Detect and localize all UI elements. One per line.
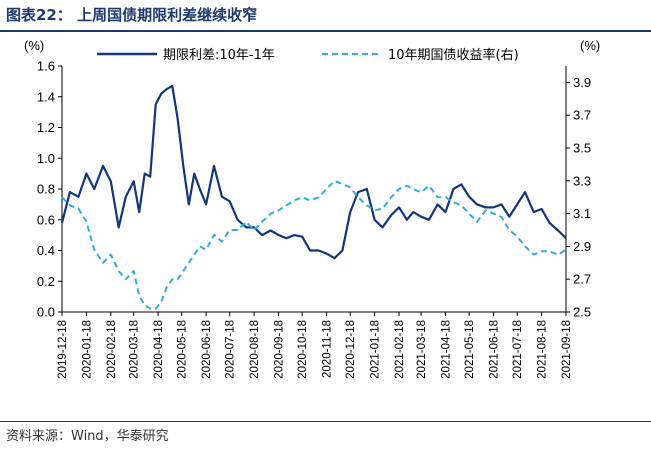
x-axis-tick-label: 2020-03-18 (129, 320, 141, 379)
left-axis-tick-label: 0.6 (37, 212, 55, 227)
left-axis-tick-label: 1.6 (37, 59, 55, 74)
right-axis-tick-label: 3.1 (573, 206, 591, 221)
x-axis-tick-label: 2021-05-18 (464, 320, 476, 379)
x-axis-tick-label: 2021-09-18 (561, 320, 573, 379)
legend-label-spread: 期限利差:10年-1年 (163, 48, 275, 63)
left-axis-tick-label: 1.0 (37, 151, 55, 166)
right-axis-tick-label: 3.3 (573, 173, 591, 188)
series-line-yield (61, 179, 567, 310)
x-axis-tick-label: 2021-03-18 (416, 320, 428, 379)
x-axis-tick-label: 2020-02-18 (106, 320, 118, 379)
right-axis-tick-label: 3.5 (573, 141, 591, 156)
right-axis-tick-label: 2.5 (573, 305, 591, 320)
right-axis-tick-label: 2.7 (573, 272, 591, 287)
title-divider (0, 30, 651, 32)
right-axis-unit: (%) (580, 38, 600, 53)
series-line-spread (60, 84, 567, 260)
chart-title: 图表22： 上周国债期限利差继续收窄 (6, 6, 258, 24)
chart-axes: (%) (%) 0.0 0.2 0.4 0.6 0.8 1.0 1.2 1.4 1.6 2.5 2.7 2… (24, 38, 600, 379)
left-axis-tick-label: 1.2 (37, 120, 55, 135)
x-axis-tick-label: 2021-07-18 (512, 320, 524, 379)
x-axis-tick-label: 2021-02-18 (394, 320, 406, 379)
x-axis-tick-label: 2020-05-18 (177, 320, 189, 379)
x-axis-tick-label: 2021-06-18 (489, 320, 501, 379)
x-axis-tick-label: 2020-01-18 (81, 320, 93, 379)
x-axis-tick-label: 2020-09-18 (274, 320, 286, 379)
x-axis-tick-label: 2020-08-18 (249, 320, 261, 379)
x-axis-tick-label: 2020-06-18 (201, 320, 213, 379)
x-axis-tick-label: 2019-12-18 (57, 320, 69, 379)
left-axis-unit: (%) (24, 38, 44, 53)
source-note: 资料来源：Wind，华泰研究 (6, 429, 169, 444)
x-axis-tick-label: 2020-12-18 (345, 320, 357, 379)
right-axis-tick-label: 3.9 (573, 75, 591, 90)
left-axis-tick-label: 0.2 (37, 274, 55, 289)
x-axis-tick-label: 2020-04-18 (153, 320, 165, 379)
left-axis-tick-label: 0.0 (37, 305, 55, 320)
x-axis-tick-label: 2020-11-18 (322, 320, 334, 378)
x-axis-tick-label: 2021-04-18 (441, 320, 453, 379)
footer-divider (0, 421, 651, 422)
x-axis-tick-label: 2021-08-18 (537, 320, 549, 379)
left-axis-tick-label: 0.4 (37, 243, 55, 258)
chart-legend: 期限利差:10年-1年 10年期国债收益率(右) (97, 47, 519, 63)
chart: (%) (%) 0.0 0.2 0.4 0.6 0.8 1.0 1.2 1.4 1.6 2.5 2.7 2… (24, 38, 600, 379)
plot-area (60, 84, 567, 310)
left-axis-tick-label: 0.8 (37, 182, 55, 197)
x-axis-tick-label: 2021-01-18 (370, 320, 382, 379)
left-axis-tick-label: 1.4 (37, 89, 55, 104)
legend-label-yield: 10年期国债收益率(右) (388, 47, 519, 63)
right-axis-tick-label: 3.7 (573, 108, 591, 123)
right-axis-tick-label: 2.9 (573, 239, 591, 254)
x-axis-tick-label: 2020-10-18 (297, 320, 309, 379)
x-axis-tick-label: 2020-07-18 (225, 320, 237, 379)
